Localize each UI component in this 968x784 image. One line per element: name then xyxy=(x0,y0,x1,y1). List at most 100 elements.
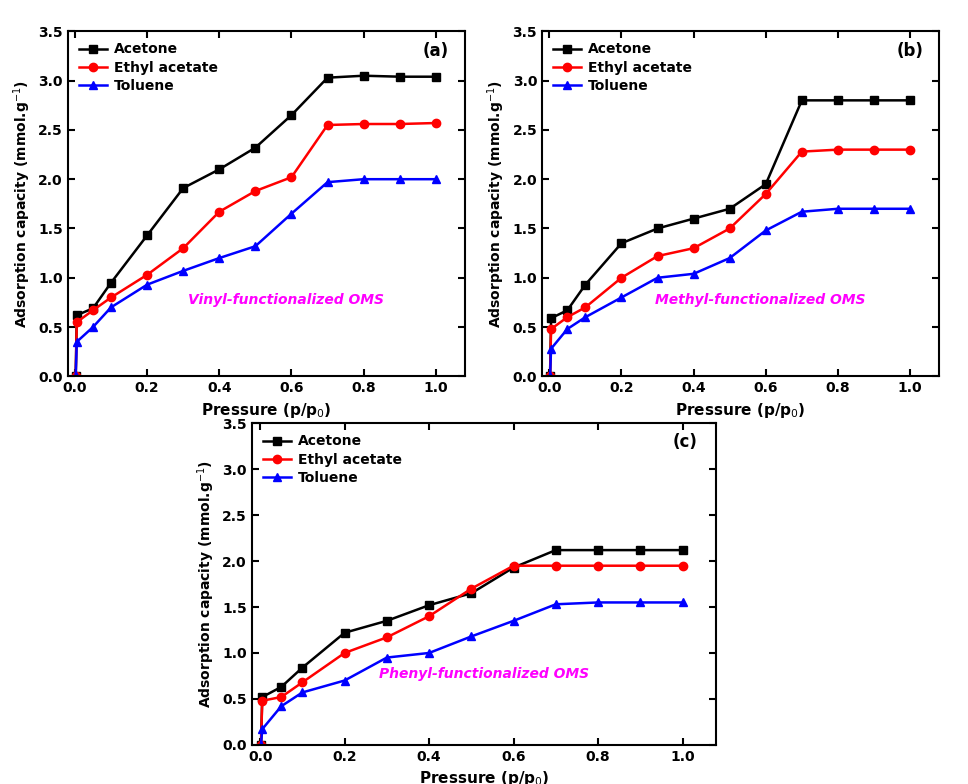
Toluene xyxy=(286,209,297,219)
Toluene xyxy=(70,372,81,381)
Toluene xyxy=(832,204,844,213)
Acetone xyxy=(321,73,333,82)
Toluene xyxy=(214,253,226,263)
Acetone xyxy=(592,546,604,555)
Acetone xyxy=(651,223,663,233)
Text: (c): (c) xyxy=(673,433,698,451)
Acetone xyxy=(296,663,308,673)
Ethyl acetate xyxy=(250,187,261,196)
Toluene xyxy=(592,597,604,607)
Toluene xyxy=(868,204,880,213)
Ethyl acetate xyxy=(796,147,807,156)
Ethyl acetate xyxy=(904,145,916,154)
Toluene xyxy=(760,226,771,235)
Acetone xyxy=(832,96,844,105)
Acetone xyxy=(141,230,153,240)
Ethyl acetate xyxy=(832,145,844,154)
Ethyl acetate xyxy=(276,692,287,702)
Ethyl acetate xyxy=(286,172,297,182)
Legend: Acetone, Ethyl acetate, Toluene: Acetone, Ethyl acetate, Toluene xyxy=(549,38,696,97)
Y-axis label: Adsorption capacity (mmol.g$^{-1}$): Adsorption capacity (mmol.g$^{-1}$) xyxy=(11,80,33,328)
Ethyl acetate xyxy=(580,303,591,312)
Acetone xyxy=(339,628,350,637)
Line: Ethyl acetate: Ethyl acetate xyxy=(72,119,439,380)
Acetone xyxy=(724,204,736,213)
Acetone xyxy=(256,740,267,750)
Ethyl acetate xyxy=(87,306,99,315)
Toluene xyxy=(466,632,477,641)
Ethyl acetate xyxy=(141,270,153,280)
Acetone xyxy=(580,280,591,289)
Acetone xyxy=(508,563,520,572)
Toluene xyxy=(358,175,370,184)
Line: Ethyl acetate: Ethyl acetate xyxy=(546,146,914,380)
Acetone xyxy=(688,214,700,223)
Ethyl acetate xyxy=(257,696,268,706)
Acetone xyxy=(545,314,557,323)
X-axis label: Pressure (p/p$_0$): Pressure (p/p$_0$) xyxy=(419,769,549,784)
Toluene xyxy=(430,175,441,184)
Acetone xyxy=(634,546,646,555)
Toluene xyxy=(634,597,646,607)
Toluene xyxy=(904,204,916,213)
Acetone xyxy=(466,589,477,598)
Acetone xyxy=(904,96,916,105)
Toluene xyxy=(141,280,153,289)
Legend: Acetone, Ethyl acetate, Toluene: Acetone, Ethyl acetate, Toluene xyxy=(75,38,222,97)
Ethyl acetate xyxy=(177,244,189,253)
Line: Toluene: Toluene xyxy=(257,598,686,749)
Acetone xyxy=(71,310,82,320)
Acetone xyxy=(276,682,287,691)
Toluene xyxy=(381,653,393,662)
Line: Toluene: Toluene xyxy=(546,205,914,380)
Toluene xyxy=(616,292,627,302)
Toluene xyxy=(796,207,807,216)
Ethyl acetate xyxy=(561,313,573,322)
Acetone xyxy=(544,372,556,381)
Acetone xyxy=(796,96,807,105)
Toluene xyxy=(561,325,573,334)
Ethyl acetate xyxy=(508,561,520,571)
Toluene xyxy=(106,303,117,312)
Ethyl acetate xyxy=(868,145,880,154)
Ethyl acetate xyxy=(321,120,333,129)
Toluene xyxy=(545,344,557,354)
Ethyl acetate xyxy=(592,561,604,571)
Ethyl acetate xyxy=(296,677,308,687)
Line: Acetone: Acetone xyxy=(546,96,914,380)
Ethyl acetate xyxy=(724,223,736,233)
Line: Acetone: Acetone xyxy=(257,546,686,749)
Acetone xyxy=(106,278,117,288)
X-axis label: Pressure (p/p$_0$): Pressure (p/p$_0$) xyxy=(676,401,805,419)
Acetone xyxy=(616,238,627,248)
Toluene xyxy=(250,241,261,251)
Acetone xyxy=(561,306,573,315)
Ethyl acetate xyxy=(106,292,117,302)
Acetone xyxy=(257,692,268,702)
Acetone xyxy=(394,72,406,82)
Acetone xyxy=(70,372,81,381)
Ethyl acetate xyxy=(616,273,627,282)
Toluene xyxy=(276,702,287,711)
Text: (b): (b) xyxy=(896,42,923,60)
Ethyl acetate xyxy=(550,561,561,571)
Toluene xyxy=(688,269,700,278)
Toluene xyxy=(394,175,406,184)
Ethyl acetate xyxy=(71,318,82,327)
Acetone xyxy=(677,546,688,555)
Ethyl acetate xyxy=(358,119,370,129)
Acetone xyxy=(423,601,435,610)
Acetone xyxy=(250,143,261,152)
Acetone xyxy=(177,183,189,193)
Acetone xyxy=(381,616,393,626)
Toluene xyxy=(256,740,267,750)
X-axis label: Pressure (p/p$_0$): Pressure (p/p$_0$) xyxy=(201,401,331,419)
Acetone xyxy=(214,165,226,174)
Text: (a): (a) xyxy=(423,42,449,60)
Ethyl acetate xyxy=(70,372,81,381)
Toluene xyxy=(321,177,333,187)
Toluene xyxy=(724,253,736,263)
Acetone xyxy=(87,303,99,313)
Acetone xyxy=(286,111,297,120)
Toluene xyxy=(87,322,99,332)
